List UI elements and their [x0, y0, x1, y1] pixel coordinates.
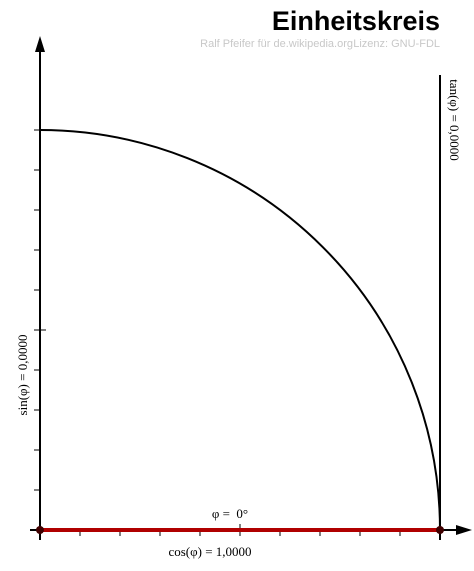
- x-arrow: [456, 525, 472, 535]
- angle-point: [436, 526, 444, 534]
- axes: [30, 44, 466, 540]
- credit: Ralf Pfeifer für de.wikipedia.org: [200, 38, 353, 50]
- origin-point: [36, 526, 44, 534]
- phi-label: φ = 0°: [212, 506, 248, 521]
- tan-label: tan(φ) = 0,0000: [447, 79, 462, 161]
- title: Einheitskreis: [272, 6, 440, 36]
- y-arrow: [35, 36, 45, 52]
- cos-label: cos(φ) = 1,0000: [168, 544, 251, 559]
- sin-label: sin(φ) = 0,0000: [15, 335, 30, 416]
- unit-arc: [39, 129, 441, 531]
- license: Lizenz: GNU-FDL: [353, 38, 440, 50]
